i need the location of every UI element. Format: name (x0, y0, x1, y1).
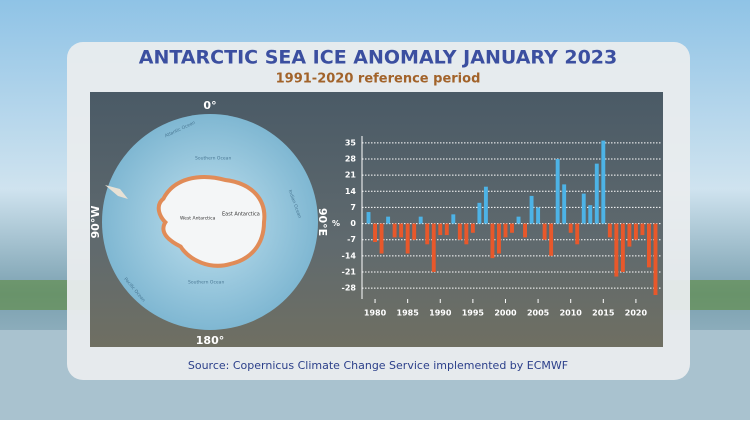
bar (418, 216, 423, 224)
y-tick-label: 7 (350, 203, 356, 212)
region-label: East Antarctica (222, 212, 260, 218)
bar (607, 223, 612, 238)
bar (497, 223, 501, 254)
bar (581, 193, 586, 224)
ocean-label: Southern Ocean (195, 156, 231, 162)
bar (457, 223, 462, 240)
bar (562, 184, 567, 224)
bar (386, 216, 391, 224)
bar (483, 186, 488, 224)
map-north: 0° (203, 99, 216, 112)
bar (470, 223, 475, 233)
bar (575, 223, 580, 245)
bar (529, 195, 534, 224)
y-tick-label: -28 (342, 284, 357, 293)
subtitle: 1991-2020 reference period (276, 72, 481, 87)
bar (542, 223, 547, 240)
bar (523, 223, 527, 238)
bar (373, 223, 377, 242)
source: Source: Copernicus Climate Change Servic… (188, 359, 568, 372)
region-label: West Antarctica (180, 216, 216, 222)
bar (503, 223, 508, 238)
y-tick-label: 14 (345, 187, 357, 196)
bar (640, 223, 645, 236)
x-tick-label: 2010 (560, 309, 583, 318)
bar (601, 140, 606, 224)
bar (366, 212, 371, 224)
ocean-label: Southern Ocean (188, 280, 224, 286)
bar (614, 223, 619, 277)
bar (536, 207, 541, 224)
bar (510, 223, 514, 233)
y-axis-label: % (332, 219, 340, 228)
land (105, 185, 128, 199)
map: 0° 180° 90°W 90°E Atlantic Ocean Souther… (89, 99, 329, 347)
bar (431, 223, 436, 272)
bar (653, 223, 658, 295)
bar (647, 223, 651, 268)
y-tick-label: -14 (342, 251, 357, 260)
y-tick-label: 21 (345, 171, 357, 180)
y-tick-label: 0 (350, 219, 356, 228)
y-tick-label: 28 (345, 155, 357, 164)
bar (438, 223, 443, 236)
bar (594, 163, 599, 224)
y-tick-label: -7 (347, 235, 356, 244)
bar (464, 223, 469, 245)
bar (516, 216, 521, 224)
x-tick-label: 1995 (462, 309, 485, 318)
bar (633, 223, 638, 240)
x-tick-label: 2020 (625, 309, 648, 318)
x-tick-label: 1985 (397, 309, 420, 318)
antarctica (160, 179, 263, 264)
bar (425, 223, 430, 245)
bar (412, 223, 417, 240)
map-east: 90°E (316, 208, 329, 236)
x-tick-label: 1980 (364, 309, 387, 318)
bar (568, 223, 573, 233)
bar (549, 223, 554, 256)
x-tick-label: 2000 (494, 309, 517, 318)
bar (490, 223, 495, 259)
x-tick-label: 2015 (592, 309, 615, 318)
map-south: 180° (196, 334, 224, 347)
bar (405, 223, 410, 254)
map-west: 90°W (89, 206, 102, 239)
y-tick-label: 35 (345, 138, 357, 147)
x-tick-label: 1990 (429, 309, 452, 318)
bar (588, 205, 593, 224)
bar (379, 223, 384, 254)
bar (444, 223, 449, 236)
title: ANTARCTIC SEA ICE ANOMALY JANUARY 2023 (139, 47, 618, 69)
bar (392, 223, 397, 238)
bar (620, 223, 625, 272)
bar (555, 159, 560, 224)
bar-chart: 35 28 21 14 7 0 -7 -14 -21 -28% 1980 1985 1990 1995 20… (332, 136, 662, 318)
bar (627, 223, 632, 247)
x-tick-label: 2005 (527, 309, 550, 318)
bar (399, 223, 404, 238)
bar (477, 202, 482, 224)
bar (451, 214, 456, 224)
y-tick-label: -21 (342, 267, 357, 276)
